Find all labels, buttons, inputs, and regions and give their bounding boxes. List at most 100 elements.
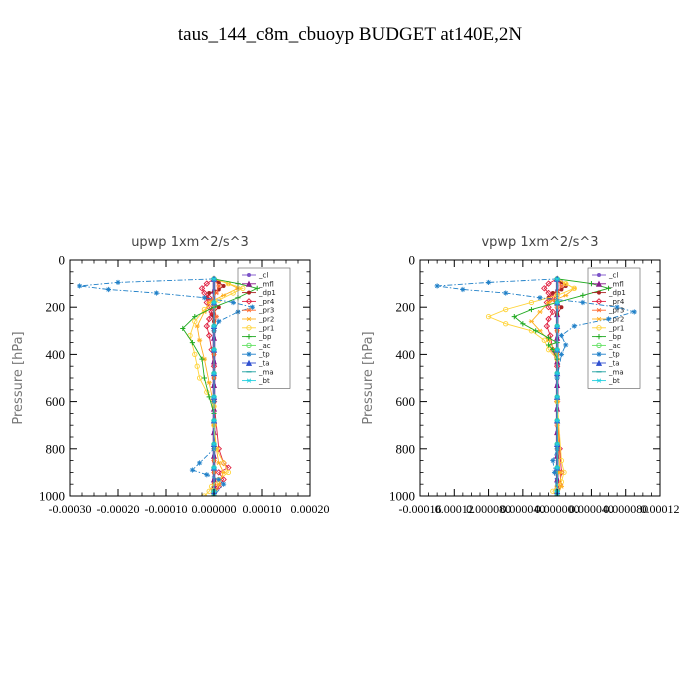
series-line-pr1 — [189, 278, 244, 496]
series-point-tp — [558, 332, 565, 339]
legend-marker — [597, 290, 601, 295]
legend-marker — [596, 316, 602, 322]
vpwp-panel: vpwp 1xm^2/s^3 Pressure [hPa] 0 200 400 600 80… — [361, 235, 680, 516]
x-tick-label: 0.000000 — [192, 502, 237, 516]
y-tick-label: 200 — [46, 300, 66, 315]
y-axis-label: Pressure [hPa] — [361, 331, 376, 424]
legend-entry-ma: _ma — [592, 368, 624, 376]
series-point-tp — [503, 290, 509, 296]
series-bt — [554, 276, 560, 496]
plot-area — [434, 275, 637, 496]
series-point-tp — [460, 286, 466, 293]
series-point-pr4 — [198, 285, 206, 292]
x-tick-label: 0.000040 — [500, 502, 545, 516]
legend-label: _pr3 — [608, 307, 624, 315]
series-point-pr4 — [545, 315, 552, 323]
figure-title: taus_144_c8m_cbuoyp BUDGET at140E,2N — [178, 24, 523, 45]
series-point-tp — [189, 467, 195, 473]
y-tick-label: 1000 — [389, 489, 415, 504]
legend-marker — [596, 325, 602, 331]
series-point-tp — [571, 323, 577, 329]
legend-label: _ta — [608, 360, 620, 368]
legend-label: _tp — [608, 351, 620, 359]
y-tick-label: 200 — [396, 300, 416, 315]
series-point-pr1 — [563, 280, 569, 287]
series-point-pr1 — [192, 351, 198, 358]
x-tick-label: 0.000040 — [569, 502, 614, 516]
series-point-tp — [485, 279, 492, 286]
series-point-bp — [545, 335, 552, 341]
series-point-bt — [554, 300, 560, 305]
series-point-tp — [197, 460, 203, 466]
series-point-pr1 — [204, 389, 210, 395]
legend: _cl_mfl_dp1_pr4_pr3_pr2_pr1_bp_ac_tp_ta_… — [587, 267, 641, 389]
legend-label: _pr1 — [258, 324, 274, 332]
series-point-pr3 — [558, 283, 565, 289]
legend-entry-pr4: _pr4 — [592, 298, 625, 306]
series-point-bt — [554, 493, 560, 496]
legend-entry-bp: _bp — [242, 333, 272, 341]
series-point-bt — [554, 276, 560, 282]
series-point-pr1 — [558, 479, 565, 485]
plot-area — [77, 275, 260, 496]
series-point-tp — [614, 304, 620, 310]
legend-marker — [245, 280, 253, 287]
legend-entry-bt: _bt — [592, 377, 620, 385]
x-tick-label: 0.00012 — [641, 502, 680, 516]
legend-label: _dp1 — [608, 289, 626, 297]
legend-label: _mfl — [258, 280, 274, 288]
legend-entry-pr2: _pr2 — [242, 316, 274, 324]
series-point-tp — [204, 472, 210, 478]
series-point-bt — [211, 300, 217, 305]
series-point-pr1 — [240, 285, 246, 291]
x-tick-label: -0.00030 — [49, 502, 92, 516]
legend-marker — [247, 273, 251, 277]
series-point-pr2 — [221, 470, 227, 475]
legend-label: _ac — [608, 342, 621, 350]
y-axis-label: Pressure [hPa] — [11, 331, 26, 424]
legend-label: _pr3 — [258, 307, 274, 315]
series-point-tp — [115, 279, 121, 286]
legend-entry-tp: _tp — [242, 351, 270, 359]
legend-marker — [595, 359, 603, 366]
series-point-tp — [249, 304, 255, 310]
series-point-pr1 — [558, 457, 565, 464]
legend-label: _dp1 — [258, 289, 276, 297]
series-point-bt — [554, 394, 560, 400]
legend-marker — [246, 308, 252, 313]
series-point-bt — [211, 347, 217, 352]
legend-label: _cl — [608, 272, 618, 280]
series-point-dp1 — [207, 291, 212, 296]
series-point-bp — [580, 292, 586, 298]
series-point-pr1 — [194, 363, 200, 369]
series-point-pr2 — [545, 300, 552, 305]
series-point-bp — [189, 340, 195, 346]
series-point-bt — [211, 441, 217, 447]
legend-marker — [596, 334, 602, 340]
series-point-pr2 — [206, 300, 212, 305]
series-point-pr1 — [503, 321, 509, 327]
legend-entry-pr3: _pr3 — [592, 307, 624, 315]
series-point-tp — [631, 309, 637, 315]
legend-entry-mfl: _mfl — [242, 280, 274, 288]
series-point-tp — [558, 351, 565, 357]
y-tick-label: 600 — [396, 394, 416, 409]
series-point-pr2 — [194, 323, 200, 329]
series-point-bp — [254, 285, 260, 291]
series-point-pr1 — [541, 337, 547, 343]
series-point-bp — [533, 328, 539, 334]
upwp-panel: upwp 1xm^2/s^3 Pressure [hPa] 0 200 400 600 80… — [11, 235, 330, 516]
legend-marker — [596, 308, 602, 313]
legend-label: _ma — [258, 368, 274, 376]
legend-entry-cl: _cl — [592, 272, 618, 280]
series-point-dp1 — [216, 280, 221, 285]
panel-title: vpwp 1xm^2/s^3 — [481, 235, 598, 250]
x-tick-label: -0.00020 — [97, 502, 140, 516]
legend-marker — [597, 273, 601, 277]
legend-marker — [245, 298, 253, 305]
legend-label: _pr2 — [608, 316, 624, 324]
legend-label: _mfl — [608, 280, 624, 288]
legend-marker — [246, 342, 252, 349]
series-point-pr1 — [225, 469, 232, 476]
